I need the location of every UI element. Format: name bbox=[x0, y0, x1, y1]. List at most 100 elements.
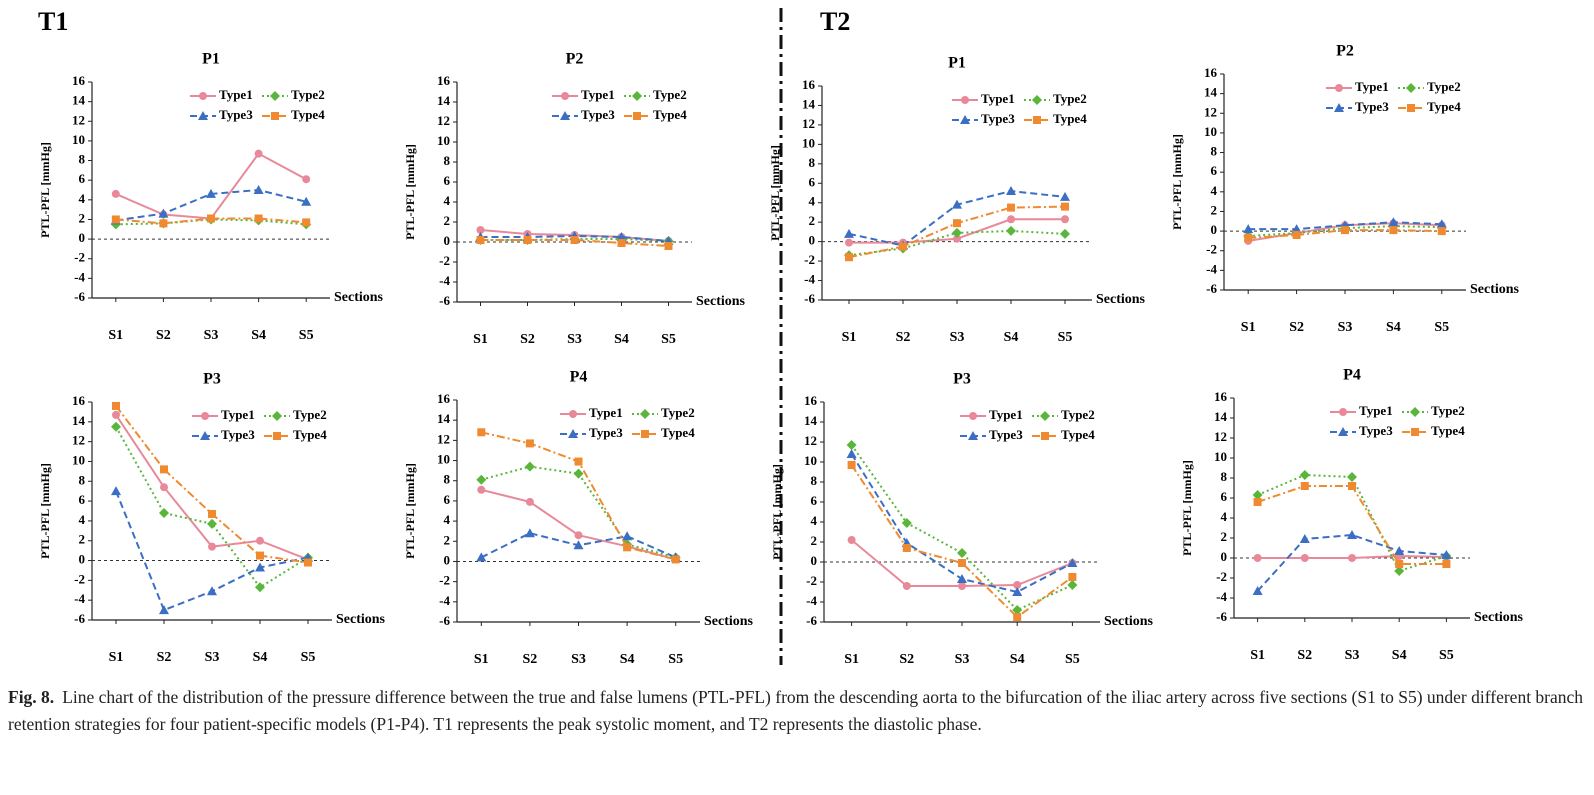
subplot: P3 PTL-PFL [mmHg] Sections -6 -4 -2 0 2 4 6 8 10 12 1… bbox=[770, 371, 1154, 668]
y-axis-label: PTL-PFL [mmHg] bbox=[768, 145, 782, 241]
marker bbox=[568, 429, 578, 438]
marker bbox=[573, 540, 584, 550]
marker bbox=[961, 96, 969, 104]
marker bbox=[253, 185, 264, 194]
y-tick-label: 2 bbox=[811, 533, 818, 548]
marker bbox=[1395, 560, 1404, 568]
y-tick-label: 4 bbox=[1221, 509, 1228, 524]
legend-label: Type1 bbox=[989, 407, 1023, 422]
y-tick-label: 10 bbox=[802, 135, 815, 150]
marker bbox=[256, 551, 264, 560]
x-axis-label: Sections bbox=[696, 294, 746, 309]
marker bbox=[270, 91, 280, 101]
marker bbox=[664, 242, 673, 250]
y-tick-label: 6 bbox=[444, 492, 451, 507]
subplot: P3 PTL-PFL [mmHg] Sections -6 -4 -2 0 2 4 6 8 10 12 1… bbox=[38, 371, 386, 666]
y-tick-label: -4 bbox=[74, 269, 85, 284]
marker bbox=[561, 92, 569, 100]
legend-label: Type4 bbox=[1061, 427, 1095, 442]
marker bbox=[201, 412, 209, 420]
marker bbox=[622, 531, 633, 541]
marker bbox=[159, 219, 168, 228]
marker bbox=[160, 483, 168, 492]
marker bbox=[953, 234, 961, 243]
y-tick-label: 10 bbox=[437, 452, 450, 467]
marker bbox=[1300, 482, 1309, 490]
marker bbox=[958, 559, 966, 567]
x-tick-label: S3 bbox=[571, 652, 586, 667]
y-tick-label: 0 bbox=[811, 553, 818, 568]
legend-label: Type4 bbox=[293, 427, 327, 442]
x-tick-label: S1 bbox=[842, 330, 857, 345]
y-tick-label: -6 bbox=[1216, 609, 1227, 624]
marker bbox=[111, 486, 121, 496]
x-tick-label: S1 bbox=[1250, 648, 1265, 663]
series-line bbox=[115, 152, 307, 220]
x-tick-label: S1 bbox=[474, 652, 489, 667]
x-axis-label: Sections bbox=[704, 614, 754, 629]
y-tick-label: 2 bbox=[444, 213, 451, 228]
y-tick-label: 12 bbox=[437, 431, 450, 446]
group-label: T2 bbox=[820, 7, 850, 36]
x-tick-label: S3 bbox=[205, 650, 220, 665]
marker bbox=[254, 214, 263, 223]
marker bbox=[1406, 83, 1416, 93]
marker bbox=[302, 175, 311, 184]
marker bbox=[524, 461, 535, 472]
marker bbox=[158, 208, 169, 218]
marker bbox=[1244, 233, 1253, 242]
legend-label: Type3 bbox=[219, 107, 253, 122]
y-tick-label: 6 bbox=[1211, 163, 1218, 178]
x-axis-label: Sections bbox=[336, 612, 386, 627]
marker bbox=[1013, 613, 1022, 621]
y-tick-label: 16 bbox=[1204, 65, 1218, 80]
y-tick-label: 4 bbox=[444, 512, 451, 527]
marker bbox=[476, 552, 487, 562]
x-tick-label: S4 bbox=[620, 652, 635, 667]
chart-title: P1 bbox=[202, 51, 220, 68]
marker bbox=[1243, 224, 1254, 234]
marker bbox=[1335, 84, 1343, 92]
legend-label: Type4 bbox=[1427, 99, 1461, 114]
y-tick-label: 8 bbox=[79, 472, 86, 487]
marker bbox=[844, 228, 854, 238]
marker bbox=[1394, 546, 1405, 555]
marker bbox=[1394, 566, 1405, 576]
marker bbox=[1013, 581, 1022, 589]
y-tick-label: 16 bbox=[437, 73, 451, 88]
marker bbox=[633, 112, 641, 120]
y-tick-label: 0 bbox=[809, 233, 816, 248]
marker bbox=[671, 555, 680, 564]
y-tick-label: 14 bbox=[804, 413, 818, 428]
marker bbox=[1348, 554, 1356, 562]
y-tick-label: 10 bbox=[1214, 449, 1227, 464]
marker bbox=[1334, 103, 1344, 112]
x-tick-label: S2 bbox=[1289, 320, 1304, 335]
y-tick-label: 14 bbox=[72, 93, 86, 108]
marker bbox=[847, 536, 856, 544]
marker bbox=[208, 542, 216, 551]
marker bbox=[207, 518, 217, 529]
y-tick-label: 0 bbox=[79, 230, 86, 245]
marker bbox=[523, 236, 532, 244]
legend-label: Type3 bbox=[989, 427, 1023, 442]
legend-label: Type1 bbox=[581, 87, 615, 102]
series-line bbox=[1257, 485, 1447, 565]
x-tick-label: S5 bbox=[301, 650, 316, 665]
y-tick-label: -6 bbox=[1206, 281, 1217, 296]
y-tick-label: 12 bbox=[72, 112, 85, 127]
marker bbox=[112, 401, 120, 410]
y-tick-label: 16 bbox=[72, 73, 86, 88]
marker bbox=[1389, 226, 1398, 235]
marker bbox=[1407, 104, 1415, 112]
y-tick-label: 8 bbox=[444, 472, 451, 487]
y-tick-label: 4 bbox=[79, 191, 86, 206]
legend-label: Type2 bbox=[1427, 79, 1461, 94]
y-tick-label: 10 bbox=[804, 453, 817, 468]
marker bbox=[525, 439, 534, 448]
y-tick-label: 14 bbox=[1214, 409, 1228, 424]
x-tick-label: S3 bbox=[955, 652, 970, 667]
y-tick-label: 8 bbox=[811, 473, 818, 488]
marker bbox=[112, 410, 120, 419]
marker bbox=[1006, 225, 1016, 236]
